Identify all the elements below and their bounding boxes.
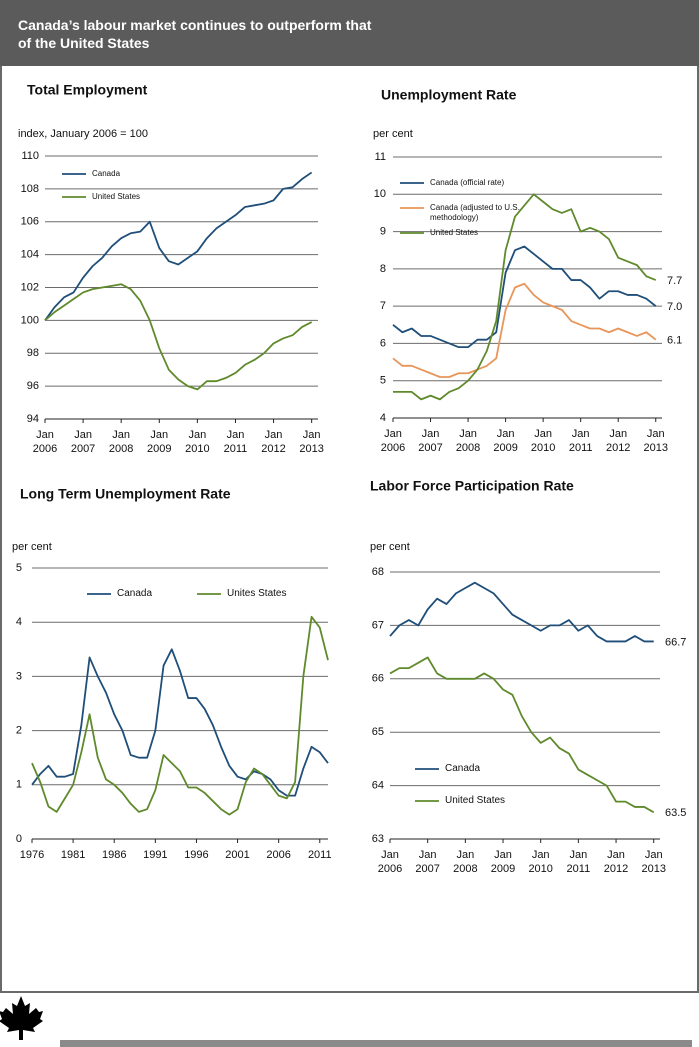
y-tick-label: 0: [16, 833, 22, 845]
x-tick-label: Jan 2009: [493, 428, 518, 454]
x-tick-label: Jan 2010: [185, 429, 210, 455]
x-tick-label: 2011: [307, 849, 332, 861]
y-tick-label: 100: [21, 314, 39, 326]
x-tick-label: Jan 2009: [490, 849, 516, 875]
x-tick-label: 2006: [266, 849, 291, 861]
header-title: Canada’s labour market continues to outp…: [18, 17, 372, 51]
legend-label: Canada: [92, 168, 121, 178]
y-tick-label: 9: [380, 225, 386, 237]
y-tick-label: 5: [380, 375, 386, 387]
y-tick-label: 108: [21, 183, 39, 195]
series-line: [44, 283, 313, 391]
x-tick-label: 1991: [143, 849, 168, 861]
x-tick-label: 1976: [19, 849, 45, 861]
y-tick-label: 66: [372, 673, 384, 685]
end-label: 7.7: [667, 275, 682, 287]
y-tick-label: 4: [380, 412, 386, 424]
x-tick-label: Jan 2013: [299, 429, 324, 455]
y-tick-label: 104: [21, 249, 39, 261]
y-tick-label: 96: [27, 380, 39, 392]
legend-label: Canada: [117, 587, 153, 599]
x-tick-label: Jan 2007: [70, 429, 96, 455]
y-tick-label: 8: [380, 263, 386, 275]
chart-title: Total Employment: [27, 82, 148, 98]
series-line: [392, 245, 657, 349]
y-tick-label: 6: [380, 337, 386, 349]
x-tick-label: 2001: [225, 849, 250, 861]
y-tick-label: 64: [372, 780, 384, 792]
y-axis-label: per cent: [12, 541, 52, 553]
x-tick-label: Jan 2008: [453, 849, 478, 875]
x-tick-label: 1981: [60, 849, 86, 861]
y-axis-label: per cent: [370, 541, 410, 553]
x-tick-label: Jan 2008: [455, 428, 481, 454]
x-tick-label: Jan 2010: [528, 849, 553, 875]
x-tick-label: Jan 2006: [380, 428, 406, 454]
series-line: [44, 171, 313, 321]
y-tick-label: 1: [16, 779, 22, 791]
end-label: 7.0: [667, 301, 682, 313]
y-axis-label: index, January 2006 = 100: [18, 128, 148, 140]
series-line: [31, 615, 329, 816]
series-line: [389, 581, 654, 643]
chart-title: Long Term Unemployment Rate: [20, 486, 231, 502]
x-tick-label: Jan 2011: [223, 429, 248, 455]
y-tick-label: 98: [27, 347, 39, 359]
y-tick-label: 102: [21, 281, 39, 293]
legend-label: United States: [92, 191, 141, 201]
y-tick-label: 2: [16, 725, 22, 737]
series-line: [31, 648, 329, 797]
chart-title: Unemployment Rate: [381, 87, 517, 103]
end-label: 66.7: [665, 636, 686, 648]
end-label: 6.1: [667, 335, 682, 347]
legend-label: Canada (official rate): [430, 177, 505, 187]
y-tick-label: 63: [372, 833, 384, 845]
x-tick-label: Jan 2011: [566, 849, 591, 875]
series-line: [392, 282, 657, 378]
x-tick-label: Jan 2013: [643, 428, 668, 454]
footer-bar: [60, 1040, 692, 1047]
y-tick-label: 106: [21, 216, 39, 228]
header: Canada’s labour market continues to outp…: [0, 0, 699, 66]
y-tick-label: 11: [375, 151, 386, 163]
x-tick-label: Jan 2011: [568, 428, 593, 454]
x-tick-label: 1986: [101, 849, 127, 861]
maple-leaf: [0, 996, 43, 1040]
y-tick-label: 5: [16, 562, 22, 574]
legend-label: Canada: [445, 762, 481, 774]
legend-label: United States: [430, 227, 479, 237]
y-tick-label: 4: [16, 616, 22, 628]
frame: [0, 0, 699, 993]
x-tick-label: Jan 2012: [261, 429, 286, 455]
legend-label: Unites States: [227, 587, 287, 599]
y-tick-label: 65: [372, 726, 384, 738]
chart-title: Labor Force Participation Rate: [370, 478, 574, 494]
x-tick-label: 1996: [184, 849, 209, 861]
end-label: 63.5: [665, 807, 686, 819]
y-tick-label: 110: [21, 150, 39, 162]
x-tick-label: Jan 2013: [641, 849, 666, 875]
y-tick-label: 7: [380, 300, 386, 312]
y-tick-label: 3: [16, 670, 22, 682]
legend-label: Canada (adjusted to U.S. methodology): [430, 202, 520, 222]
x-tick-label: Jan 2006: [32, 429, 58, 455]
x-tick-label: Jan 2012: [603, 849, 629, 875]
y-axis-label: per cent: [373, 128, 413, 140]
series-line: [389, 656, 655, 814]
x-tick-label: Jan 2008: [108, 429, 134, 455]
y-tick-label: 68: [372, 566, 384, 578]
x-tick-label: Jan 2012: [605, 428, 631, 454]
y-tick-label: 94: [27, 413, 39, 425]
series-line: [393, 193, 657, 401]
y-tick-label: 67: [372, 619, 384, 631]
y-tick-label: 10: [374, 188, 386, 200]
x-tick-label: Jan 2009: [147, 429, 172, 455]
legend-label: United States: [445, 794, 506, 806]
x-tick-label: Jan 2010: [530, 428, 556, 454]
x-tick-label: Jan 2006: [377, 849, 403, 875]
x-tick-label: Jan 2007: [418, 428, 443, 454]
x-tick-label: Jan 2007: [415, 849, 440, 875]
